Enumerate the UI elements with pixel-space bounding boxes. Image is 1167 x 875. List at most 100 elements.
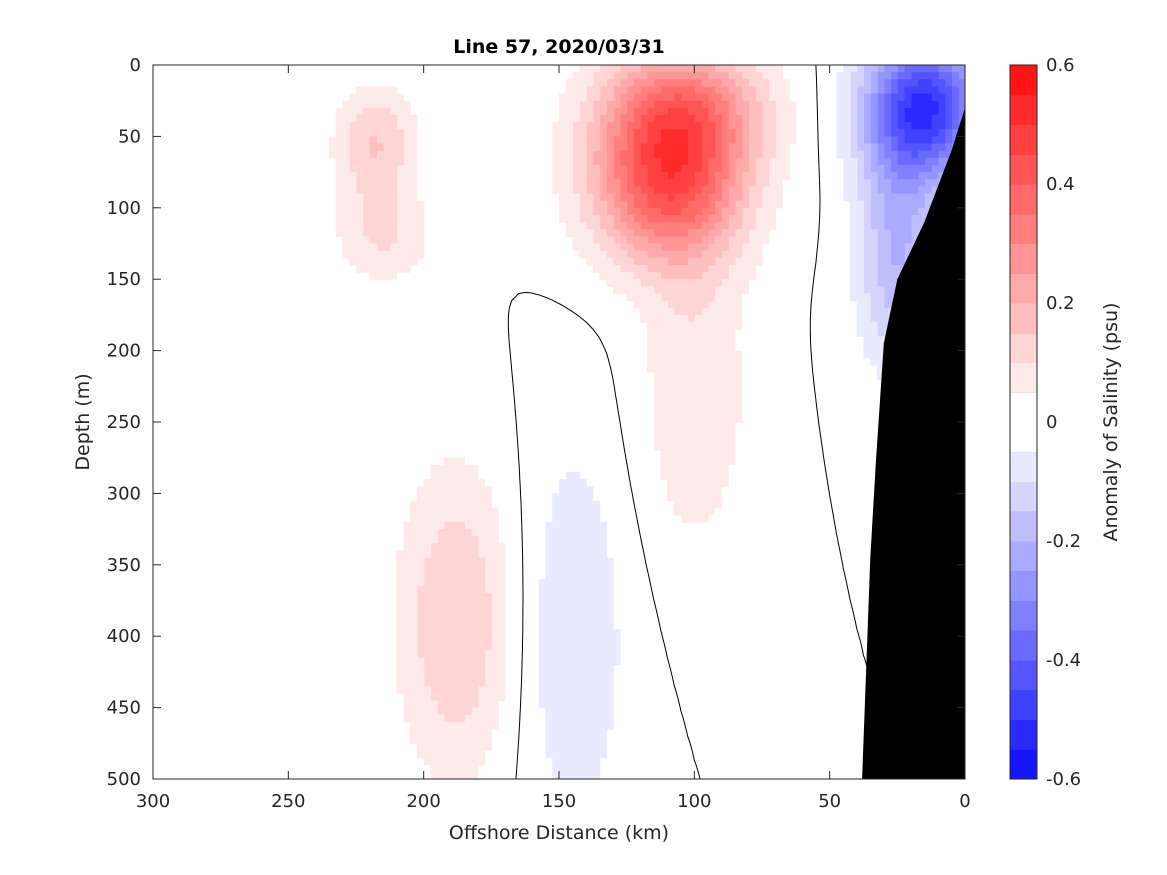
field-cell	[674, 86, 682, 95]
field-cell	[728, 272, 736, 280]
field-cell	[443, 464, 452, 473]
field-cell	[836, 143, 844, 152]
field-cell	[721, 414, 729, 423]
field-cell	[849, 222, 858, 230]
field-cell	[586, 136, 594, 145]
field-cell	[877, 264, 885, 273]
field-cell	[687, 450, 695, 459]
field-cell	[728, 372, 736, 380]
field-cell	[944, 136, 953, 145]
field-cell	[748, 186, 756, 195]
field-cell	[559, 657, 567, 666]
field-cell	[890, 172, 898, 180]
field-cell	[883, 264, 892, 273]
field-cell	[836, 150, 844, 159]
field-cell	[552, 564, 560, 573]
field-cell	[707, 493, 716, 502]
field-cell	[572, 564, 580, 573]
field-cell	[680, 250, 689, 259]
field-cell	[396, 129, 404, 137]
field-cell	[437, 579, 445, 587]
field-cell	[349, 193, 357, 202]
field-cell	[538, 686, 547, 694]
field-cell	[877, 93, 885, 102]
field-cell	[890, 86, 898, 95]
field-cell	[410, 543, 418, 552]
field-cell	[443, 707, 452, 716]
field-cell	[565, 686, 574, 694]
field-cell	[944, 93, 953, 102]
field-cell	[917, 164, 925, 173]
field-cell	[687, 471, 695, 480]
field-cell	[471, 536, 479, 544]
field-cell	[877, 65, 885, 73]
field-cell	[491, 579, 499, 587]
field-cell	[383, 272, 391, 280]
field-cell	[606, 129, 614, 137]
field-cell	[768, 72, 777, 80]
field-cell	[362, 150, 371, 159]
field-cell	[565, 172, 574, 180]
field-cell	[586, 257, 594, 266]
field-cell	[410, 571, 418, 580]
field-cell	[416, 236, 425, 245]
field-cell	[552, 707, 560, 716]
field-cell	[626, 179, 635, 187]
field-cell	[917, 100, 925, 109]
colorbar-band	[1010, 719, 1037, 750]
field-cell	[768, 193, 777, 202]
field-cell	[572, 721, 580, 730]
field-cell	[694, 429, 702, 437]
field-cell	[369, 214, 377, 223]
field-cell	[917, 172, 925, 180]
field-cell	[897, 186, 905, 195]
field-cell	[680, 150, 689, 159]
field-cell	[701, 443, 709, 452]
field-cell	[755, 86, 763, 95]
field-cell	[599, 614, 607, 623]
field-cell	[416, 629, 425, 637]
field-cell	[660, 450, 668, 459]
field-cell	[775, 86, 783, 95]
field-cell	[457, 664, 465, 673]
field-cell	[356, 86, 364, 95]
field-cell	[613, 236, 621, 245]
field-cell	[477, 686, 486, 694]
field-cell	[674, 257, 682, 266]
field-cell	[471, 664, 479, 673]
field-cell	[877, 114, 885, 123]
field-cell	[701, 114, 709, 123]
field-cell	[464, 679, 472, 687]
field-cell	[633, 150, 641, 159]
field-cell	[572, 693, 580, 702]
field-cell	[430, 621, 438, 630]
field-cell	[389, 264, 398, 273]
field-cell	[748, 243, 756, 252]
field-cell	[403, 636, 411, 644]
field-cell	[951, 122, 959, 130]
field-cell	[741, 222, 750, 230]
field-cell	[734, 407, 743, 416]
field-cell	[383, 222, 391, 230]
field-cell	[586, 650, 594, 659]
field-cell	[471, 743, 479, 752]
field-cell	[870, 179, 878, 187]
field-cell	[653, 350, 662, 359]
field-cell	[633, 129, 641, 137]
field-cell	[565, 679, 574, 687]
field-cell	[592, 536, 601, 544]
field-cell	[701, 322, 709, 330]
field-cell	[680, 72, 689, 80]
field-cell	[863, 86, 871, 95]
field-cell	[484, 664, 492, 673]
field-cell	[856, 186, 865, 195]
field-cell	[619, 72, 628, 80]
field-cell	[430, 500, 438, 509]
field-cell	[335, 207, 344, 216]
field-cell	[633, 136, 641, 145]
field-cell	[545, 536, 553, 544]
field-cell	[592, 529, 601, 537]
field-cell	[491, 629, 499, 637]
field-cell	[687, 436, 695, 445]
field-cell	[579, 65, 587, 73]
